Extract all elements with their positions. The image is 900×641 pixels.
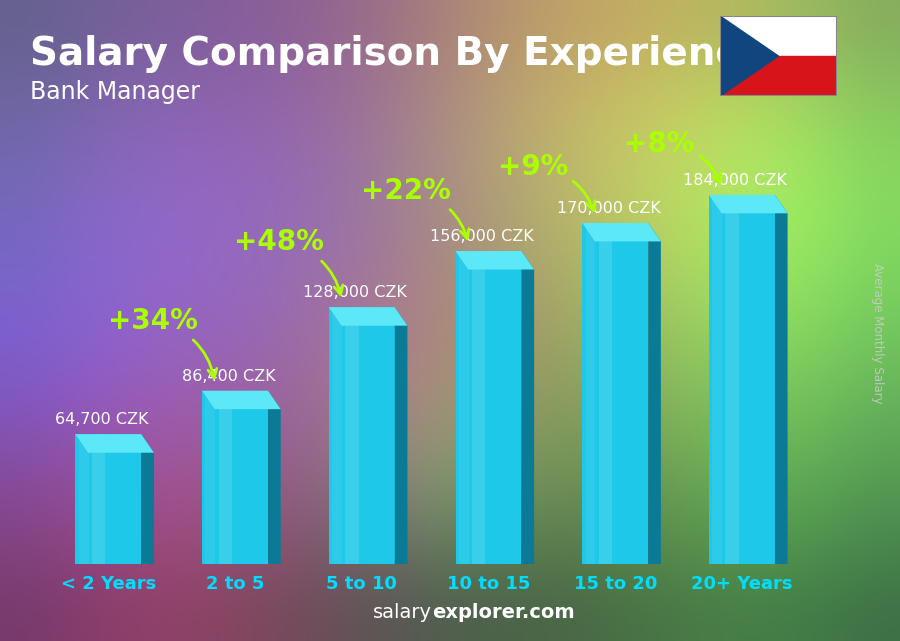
Polygon shape xyxy=(268,391,281,564)
Polygon shape xyxy=(205,391,215,564)
Polygon shape xyxy=(455,251,534,269)
Polygon shape xyxy=(395,307,408,564)
Text: +48%: +48% xyxy=(235,228,343,295)
Polygon shape xyxy=(202,391,268,564)
Text: salary: salary xyxy=(373,603,432,622)
Bar xyxy=(720,56,837,96)
Polygon shape xyxy=(720,16,778,96)
Text: 184,000 CZK: 184,000 CZK xyxy=(683,173,788,188)
Polygon shape xyxy=(76,434,141,564)
Polygon shape xyxy=(472,251,485,564)
Polygon shape xyxy=(725,195,739,564)
Text: 86,400 CZK: 86,400 CZK xyxy=(182,369,275,384)
Text: 170,000 CZK: 170,000 CZK xyxy=(557,201,661,216)
Polygon shape xyxy=(328,307,408,326)
Polygon shape xyxy=(598,223,612,564)
Polygon shape xyxy=(586,223,596,564)
Text: +9%: +9% xyxy=(498,153,595,210)
Polygon shape xyxy=(709,195,775,564)
Polygon shape xyxy=(712,195,722,564)
Polygon shape xyxy=(709,195,788,213)
Text: +8%: +8% xyxy=(625,130,721,183)
Text: explorer.com: explorer.com xyxy=(432,603,574,622)
Text: +22%: +22% xyxy=(361,177,469,238)
Text: 156,000 CZK: 156,000 CZK xyxy=(430,229,534,244)
Polygon shape xyxy=(78,434,88,564)
Polygon shape xyxy=(648,223,661,564)
Polygon shape xyxy=(328,307,395,564)
Polygon shape xyxy=(346,307,358,564)
Polygon shape xyxy=(219,391,232,564)
Polygon shape xyxy=(76,434,154,453)
Text: Bank Manager: Bank Manager xyxy=(30,80,200,104)
Text: Salary Comparison By Experience: Salary Comparison By Experience xyxy=(30,35,764,73)
Bar xyxy=(720,16,837,56)
Polygon shape xyxy=(92,434,105,564)
Polygon shape xyxy=(455,251,521,564)
Polygon shape xyxy=(521,251,534,564)
Polygon shape xyxy=(202,391,281,409)
Polygon shape xyxy=(459,251,469,564)
Text: Average Monthly Salary: Average Monthly Salary xyxy=(871,263,884,404)
Polygon shape xyxy=(582,223,648,564)
Text: 64,700 CZK: 64,700 CZK xyxy=(55,412,148,428)
Polygon shape xyxy=(141,434,154,564)
Polygon shape xyxy=(775,195,788,564)
Text: 128,000 CZK: 128,000 CZK xyxy=(303,285,407,301)
Polygon shape xyxy=(582,223,661,242)
Polygon shape xyxy=(332,307,342,564)
Text: +34%: +34% xyxy=(108,307,217,378)
